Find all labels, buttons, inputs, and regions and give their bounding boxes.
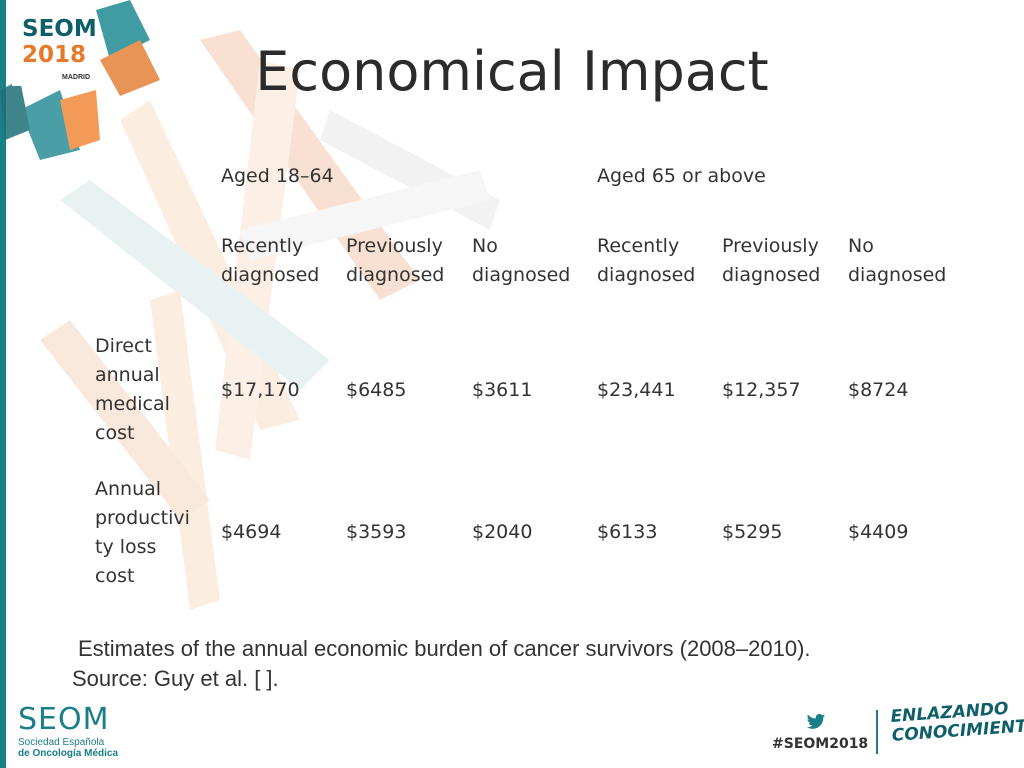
caption-line-2: Source: Guy et al. [ ]. xyxy=(72,666,279,691)
page-title: Economical Impact xyxy=(255,40,769,103)
subheader-line: diagnosed xyxy=(597,264,696,286)
subheader-previously-diagnosed-18-64: Previously diagnosed xyxy=(346,232,444,290)
subheader-line: Previously xyxy=(722,235,819,257)
twitter-icon xyxy=(806,714,826,729)
row-label-productivity-loss-cost: Annual productivi ty loss cost xyxy=(95,475,190,591)
table-cell: $3611 xyxy=(472,379,533,401)
subheader-line: diagnosed xyxy=(472,264,571,286)
table-cell: $17,170 xyxy=(221,379,300,401)
subheader-no-diagnosed-65: No diagnosed xyxy=(848,232,946,290)
subheader-previously-diagnosed-65: Previously diagnosed xyxy=(722,232,820,290)
table-cell: $5295 xyxy=(722,521,783,543)
row-label-line: ty loss xyxy=(95,536,157,558)
table-cell: $2040 xyxy=(472,521,533,543)
subheader-recently-diagnosed-18-64: Recently diagnosed xyxy=(221,232,319,290)
row-label-line: Direct xyxy=(95,335,152,357)
event-hashtag: #SEOM2018 xyxy=(772,736,869,752)
row-label-direct-medical-cost: Direct annual medical cost xyxy=(95,332,170,448)
table-cell: $6485 xyxy=(346,379,407,401)
table-cell: $8724 xyxy=(848,379,909,401)
footer-divider xyxy=(876,710,878,754)
subheader-recently-diagnosed-65: Recently diagnosed xyxy=(597,232,695,290)
subheader-line: Recently xyxy=(597,235,680,257)
subheader-line: diagnosed xyxy=(221,264,320,286)
subheader-line: No xyxy=(848,235,874,257)
table-cell: $4409 xyxy=(848,521,909,543)
logo-name: SEOM xyxy=(22,16,97,42)
row-label-line: annual xyxy=(95,364,160,386)
table-cell: $12,357 xyxy=(722,379,801,401)
row-label-line: productivi xyxy=(95,507,190,529)
row-label-line: cost xyxy=(95,565,135,587)
logo-year: 2018 xyxy=(22,42,87,68)
footer-org-name: SEOM xyxy=(18,702,110,737)
footer-org-sub2: de Oncología Médica xyxy=(18,748,119,759)
caption-line-1: Estimates of the annual economic burden … xyxy=(78,636,811,661)
subheader-line: Previously xyxy=(346,235,443,257)
subheader-line: diagnosed xyxy=(346,264,445,286)
row-label-line: Annual xyxy=(95,478,162,500)
seom-footer-logo: SEOM Sociedad Española de Oncología Médi… xyxy=(18,702,118,759)
table-cell: $3593 xyxy=(346,521,407,543)
table-cell: $4694 xyxy=(221,521,282,543)
subheader-line: diagnosed xyxy=(848,264,947,286)
table-cell: $6133 xyxy=(597,521,658,543)
subheader-no-diagnosed-18-64: No diagnosed xyxy=(472,232,570,290)
row-label-line: cost xyxy=(95,422,135,444)
group-header-65-above: Aged 65 or above xyxy=(597,165,766,187)
group-header-18-64: Aged 18–64 xyxy=(221,165,334,187)
subheader-line: No xyxy=(472,235,498,257)
table-caption: Estimates of the annual economic burden … xyxy=(72,634,811,694)
row-label-line: medical xyxy=(95,393,170,415)
logo-city: MADRID xyxy=(62,74,90,81)
seom-2018-logo: SEOM 2018 MADRID xyxy=(12,6,97,86)
footer-org-sub1: Sociedad Española xyxy=(18,737,105,748)
subheader-line: diagnosed xyxy=(722,264,821,286)
table-cell: $23,441 xyxy=(597,379,676,401)
left-accent-bar xyxy=(0,0,6,768)
subheader-line: Recently xyxy=(221,235,304,257)
